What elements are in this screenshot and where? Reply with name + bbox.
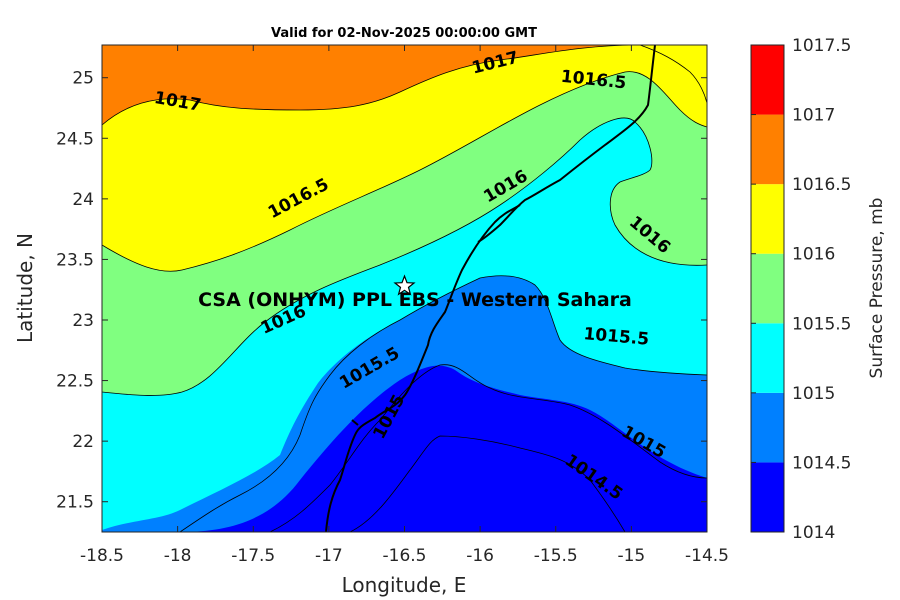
chart-title: Valid for 02-Nov-2025 00:00:00 GMT: [271, 26, 537, 41]
y-tick-label: 21.5: [56, 493, 94, 513]
y-axis-ticks: 21.5 22 22.5 23 23.5 24 24.5 25: [56, 69, 707, 513]
x-axis-ticks: -18.5 -18 -17.5 -17 -16.5 -16 -15.5 -15 -14.5: [80, 45, 729, 566]
y-tick-label: 22: [72, 432, 94, 452]
colorbar-tick-label: 1017.5: [792, 36, 851, 56]
site-star-icon: [393, 274, 416, 296]
y-tick-label: 25: [72, 69, 94, 89]
y-tick-label: 23.5: [56, 250, 94, 270]
colorbar-segment: [751, 45, 784, 115]
x-tick-label: -15.5: [534, 546, 578, 566]
y-tick-label: 24.5: [56, 129, 94, 149]
y-tick-label: 24: [72, 190, 94, 210]
colorbar-tick-label: 1014: [792, 523, 835, 543]
x-tick-label: -14.5: [685, 546, 729, 566]
x-tick-label: -18: [164, 546, 192, 566]
colorbar-tick-label: 1014.5: [792, 453, 851, 473]
y-axis-label: Latitude, N: [13, 233, 37, 343]
x-tick-label: -18.5: [80, 546, 124, 566]
x-tick-label: -17: [315, 546, 343, 566]
colorbar-tick-label: 1015.5: [792, 314, 851, 334]
colorbar-frame: [750, 44, 785, 533]
colorbar-segment: [751, 323, 784, 393]
colorbar: 1014 1014.5 1015 1015.5 1016 1016.5 1017 1017.5: [750, 36, 851, 543]
x-tick-label: -15: [617, 546, 645, 566]
y-tick-label: 23: [72, 311, 94, 331]
site-label: CSA (ONHYM) PPL EBS - Western Sahara: [198, 289, 632, 311]
x-axis-label: Longitude, E: [342, 573, 467, 597]
colorbar-segment: [751, 253, 784, 324]
colorbar-segment: [751, 114, 784, 185]
x-tick-label: -17.5: [231, 546, 275, 566]
colorbar-tick-label: 1016: [792, 245, 835, 265]
colorbar-segment: [751, 392, 784, 463]
coastline: [325, 45, 656, 532]
y-tick-label: 22.5: [56, 372, 94, 392]
contour-lines: [102, 45, 707, 532]
x-tick-label: -16.5: [383, 546, 427, 566]
colorbar-tick-label: 1015: [792, 384, 835, 404]
colorbar-tick-label: 1017: [792, 106, 835, 126]
colorbar-tick-label: 1016.5: [792, 175, 851, 195]
colorbar-segment: [751, 184, 784, 254]
colorbar-label: Surface Pressure, mb: [867, 198, 887, 379]
colorbar-segment: [751, 462, 784, 532]
x-tick-label: -16: [466, 546, 494, 566]
